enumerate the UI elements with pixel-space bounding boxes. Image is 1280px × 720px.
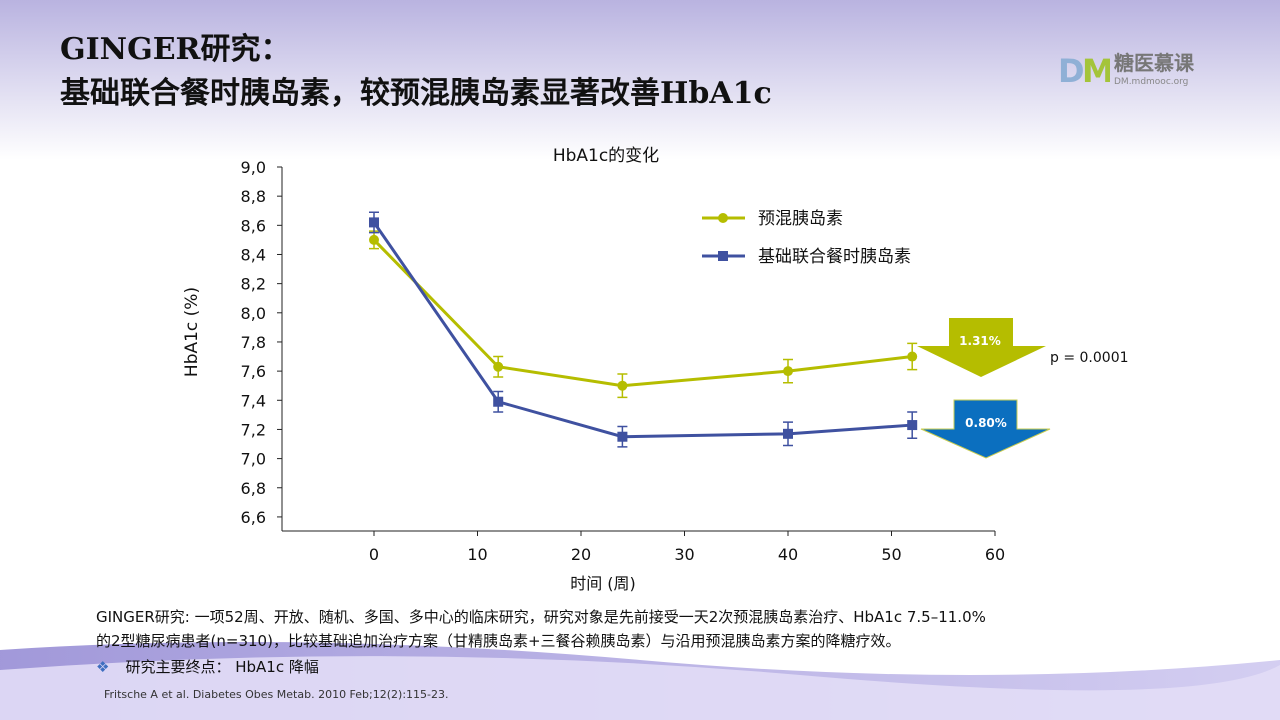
y-tick-label: 8,4 <box>241 245 266 264</box>
svg-text:M: M <box>1082 52 1110 88</box>
legend: 预混胰岛素 基础联合餐时胰岛素 <box>702 209 911 267</box>
y-tick-label: 7,8 <box>241 333 266 352</box>
x-tick-label: 60 <box>985 545 1005 564</box>
study-description-line2: 的2型糖尿病患者(n=310)，比较基础追加治疗方案（甘精胰岛素+三餐谷赖胰岛素… <box>96 632 901 650</box>
y-tick-label: 6,8 <box>241 479 266 498</box>
series-1 <box>369 211 918 448</box>
data-point <box>617 431 628 442</box>
legend-label-basal-bolus: 基础联合餐时胰岛素 <box>758 247 911 267</box>
reference: Fritsche A et al. Diabetes Obes Metab. 2… <box>104 688 449 701</box>
y-axis-label: HbA1c (%) <box>182 287 202 377</box>
x-tick-label: 40 <box>778 545 798 564</box>
data-point <box>783 428 793 439</box>
data-point <box>369 234 379 245</box>
y-tick-label: 7,4 <box>241 391 266 410</box>
y-tick-label: 8,6 <box>241 216 266 235</box>
y-tick-label: 7,2 <box>241 420 266 439</box>
bullet-icon: ❖ <box>96 658 110 676</box>
y-tick-label: 7,0 <box>241 450 266 469</box>
data-point <box>907 351 918 362</box>
x-tick-label: 0 <box>369 545 379 564</box>
primary-endpoint: 研究主要终点： HbA1c 降幅 <box>125 658 319 676</box>
data-point <box>907 420 918 431</box>
x-tick-label: 50 <box>881 545 901 564</box>
reduction-label-premixed: 1.31% <box>959 334 1001 348</box>
y-tick-label: 8,8 <box>241 187 266 206</box>
hba1c-chart: HbA1c的变化 HbA1c (%) 时间 (周) 9,0 8,8 8,6 8,4 8,… <box>182 146 1129 593</box>
reduction-label-basal-bolus: 0.80% <box>965 416 1007 430</box>
data-point <box>493 396 504 407</box>
data-point <box>617 380 628 391</box>
logo-text: 糖医慕课 <box>1114 51 1194 75</box>
slide-title-line1: GINGER研究： <box>60 32 291 67</box>
legend-label-premixed: 预混胰岛素 <box>758 209 843 229</box>
x-axis-label: 时间 (周) <box>570 574 636 593</box>
data-point <box>783 366 793 377</box>
data-point <box>369 217 379 228</box>
slide-title-line2: 基础联合餐时胰岛素，较预混胰岛素显著改善HbA1c <box>60 76 772 111</box>
study-description-line1: GINGER研究: 一项52周、开放、随机、多国、多中心的临床研究，研究对象是先… <box>96 608 986 626</box>
p-value: p = 0.0001 <box>1050 350 1129 366</box>
y-tick-label: 6,6 <box>241 508 266 527</box>
reduction-arrow-premixed <box>917 318 1046 377</box>
series-0 <box>369 230 918 399</box>
y-tick-label: 8,0 <box>241 304 266 323</box>
y-tick-label: 9,0 <box>241 158 266 177</box>
x-tick-label: 10 <box>467 545 487 564</box>
x-tick-label: 30 <box>674 545 694 564</box>
svg-text:D: D <box>1058 52 1085 88</box>
logo-url: DM.mdmooc.org <box>1114 77 1189 87</box>
data-point <box>493 361 504 372</box>
x-tick-label: 20 <box>571 545 591 564</box>
logo: D M 糖医慕课 DM.mdmooc.org <box>1058 52 1194 92</box>
chart-title: HbA1c的变化 <box>553 146 659 166</box>
y-tick-label: 7,6 <box>241 362 266 381</box>
reduction-arrow-basal-bolus <box>920 399 1051 459</box>
dm-logo-icon: D M <box>1058 52 1114 90</box>
y-tick-label: 8,2 <box>241 275 266 294</box>
